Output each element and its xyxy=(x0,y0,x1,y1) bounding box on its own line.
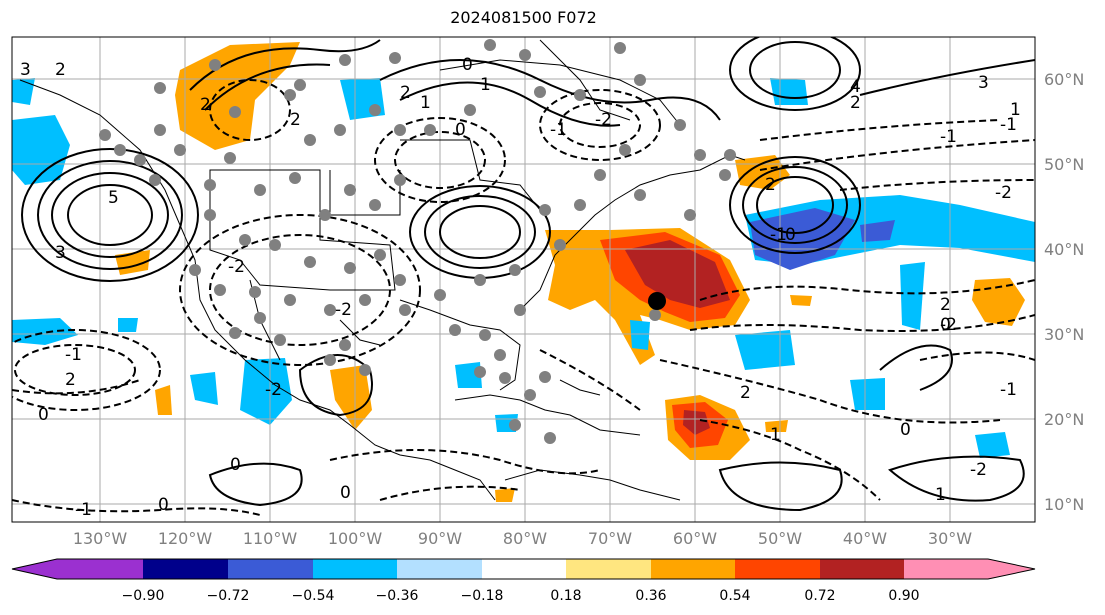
lon-label: 50°W xyxy=(758,529,802,548)
location-marker xyxy=(648,292,666,310)
lon-label: 30°W xyxy=(928,529,972,548)
contour-label: 2 xyxy=(55,60,66,80)
colorbar-cell xyxy=(397,559,482,579)
figure-title: 2024081500 F072 xyxy=(450,8,597,27)
colorbar-cell xyxy=(651,559,735,579)
station-dots xyxy=(99,39,736,444)
colorbar-tick: −0.18 xyxy=(461,588,504,604)
contour-label: 1 xyxy=(770,425,781,445)
contour-label: 3 xyxy=(55,243,66,263)
colorbar-cell xyxy=(735,559,820,579)
contour-label: -2 xyxy=(970,460,987,480)
colorbar-tick: −0.72 xyxy=(207,588,250,604)
contour-label: -1 xyxy=(940,127,957,147)
lon-label: 60°W xyxy=(673,529,717,548)
contour-label: -1 xyxy=(1000,380,1017,400)
colorbar-cell xyxy=(228,559,313,579)
lon-label: 70°W xyxy=(588,529,632,548)
contour-label: -2 xyxy=(940,315,957,335)
colorbar-tick: 0.90 xyxy=(888,588,919,604)
colorbar: −0.90 −0.72 −0.54 −0.36 −0.18 0.18 0.36 … xyxy=(11,558,1036,604)
lon-label: 130°W xyxy=(73,529,128,548)
contour-label: 1 xyxy=(935,485,946,505)
lat-label: 30°N xyxy=(1044,325,1084,344)
lon-label: 100°W xyxy=(328,529,383,548)
contour-label: -2 xyxy=(995,183,1012,203)
lat-label: 10°N xyxy=(1044,495,1084,514)
colorbar-over-triangle xyxy=(988,559,1035,579)
contour-label: 0 xyxy=(230,455,241,475)
colorbar-tick: 0.18 xyxy=(550,588,581,604)
lon-label: 110°W xyxy=(243,529,298,548)
contour-label: -1 xyxy=(65,345,82,365)
contour-label: -1 xyxy=(550,120,567,140)
contour-label: -1 xyxy=(770,225,787,245)
positive-anomaly-fills xyxy=(115,42,1025,502)
contour-label: 0 xyxy=(940,315,951,335)
colorbar-cell xyxy=(143,559,228,579)
colorbar-tick: 0.36 xyxy=(635,588,666,604)
contour-label: 5 xyxy=(108,188,119,208)
colorbar-under-triangle xyxy=(12,559,57,579)
colorbar-cell xyxy=(482,559,566,579)
colorbar-cell xyxy=(313,559,397,579)
contour-label: -2 xyxy=(595,110,612,130)
lat-label: 20°N xyxy=(1044,410,1084,429)
colorbar-cell xyxy=(566,559,651,579)
contour-label: 2 xyxy=(765,175,776,195)
contour-label: 3 xyxy=(20,60,31,80)
contour-label: 0 xyxy=(158,495,169,515)
contour-label: 4 xyxy=(850,77,861,97)
positive-contours xyxy=(21,37,1035,512)
graticule xyxy=(12,37,1035,522)
contour-label: 1 xyxy=(420,93,431,113)
contour-label: 1 xyxy=(480,75,491,95)
colorbar-tick: −0.54 xyxy=(292,588,335,604)
colorbar-tick: 0.54 xyxy=(719,588,750,604)
contour-label: 2 xyxy=(200,95,211,115)
contour-label: 2 xyxy=(850,93,861,113)
longitude-labels: 130°W 120°W 110°W 100°W 90°W 80°W 70°W 6… xyxy=(73,529,972,548)
colorbar-tick: −0.90 xyxy=(122,588,165,604)
lat-label: 50°N xyxy=(1044,155,1084,174)
lon-label: 80°W xyxy=(503,529,547,548)
contour-label: -2 xyxy=(335,300,352,320)
colorbar-cell xyxy=(57,559,143,579)
lat-label: 40°N xyxy=(1044,240,1084,259)
negative-contours xyxy=(12,79,1035,516)
colorbar-cell xyxy=(904,559,988,579)
contour-label: 0 xyxy=(340,483,351,503)
contour-label: 2 xyxy=(400,83,411,103)
colorbar-tick: −0.36 xyxy=(376,588,419,604)
contour-label: -2 xyxy=(228,257,245,277)
colorbar-tick: 0.72 xyxy=(804,588,835,604)
negative-anomaly-fills xyxy=(12,78,1035,458)
contour-label: -1 xyxy=(75,500,92,520)
map-frame xyxy=(11,36,1036,523)
contour-label: -1 xyxy=(1000,115,1017,135)
lon-label: 120°W xyxy=(158,529,213,548)
lon-label: 90°W xyxy=(418,529,462,548)
lat-label: 60°N xyxy=(1044,70,1084,89)
map-panel: 3 2 5 3 2 1 0 -1 -2 2 1 0 2 2 0 -1 2 4 3… xyxy=(12,37,1035,522)
contour-label: 0 xyxy=(455,120,466,140)
contour-label: 2 xyxy=(65,370,76,390)
contour-label: 2 xyxy=(740,383,751,403)
contour-label: 0 xyxy=(38,405,49,425)
contour-label: -2 xyxy=(265,380,282,400)
colorbar-cell xyxy=(820,559,904,579)
contour-label: 1 xyxy=(1010,100,1021,120)
contour-labels: 3 2 5 3 2 1 0 -1 -2 2 1 0 2 2 0 -1 2 4 3… xyxy=(20,55,1021,520)
colorbar-cells xyxy=(57,559,988,579)
latitude-labels: 60°N 50°N 40°N 30°N 20°N 10°N xyxy=(1044,70,1084,514)
contour-label: 0 xyxy=(785,225,796,245)
contour-label: 0 xyxy=(462,55,473,75)
colorbar-tick-labels: −0.90 −0.72 −0.54 −0.36 −0.18 0.18 0.36 … xyxy=(122,588,920,604)
lon-label: 40°W xyxy=(843,529,887,548)
contour-label: 2 xyxy=(290,110,301,130)
contour-label: 3 xyxy=(978,73,989,93)
contour-label: 2 xyxy=(940,295,951,315)
contour-label: 0 xyxy=(900,420,911,440)
